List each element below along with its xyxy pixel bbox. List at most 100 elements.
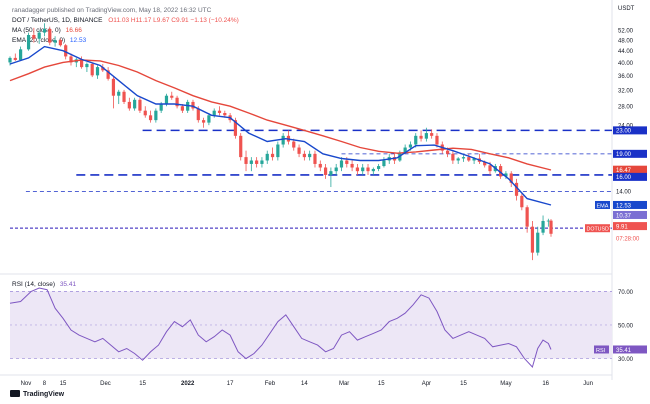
ema-legend[interactable]: EMA (20, close, 0) 12.53 (12, 37, 86, 44)
ema-label: EMA (20, close, 0) (12, 37, 66, 44)
candle-body (525, 207, 529, 227)
candle-body (414, 135, 418, 145)
candle-body (382, 160, 386, 167)
rsi-tick-label: 50.00 (618, 323, 634, 329)
candle-body (541, 220, 545, 233)
time-tick-label: 15 (60, 381, 67, 387)
candle-body (281, 135, 285, 145)
candle-body (170, 95, 174, 98)
candle-body (276, 144, 280, 158)
price-tag-support-bg (613, 210, 647, 219)
candle-body (504, 173, 508, 177)
price-tick-label: 44.00 (618, 49, 634, 55)
candle-body (154, 110, 158, 121)
candle-body (483, 161, 487, 166)
candle-body (48, 29, 52, 43)
candle-body (456, 158, 460, 161)
price-tag-16: 16.00 (616, 175, 632, 181)
rsi-inline-tag: RSI (596, 348, 606, 354)
candle-body (361, 167, 365, 172)
tradingview-logo[interactable]: TradingView (10, 390, 64, 398)
candle-body (488, 165, 492, 172)
candle-body (122, 91, 126, 102)
symbol-line: DOT / TetherUS, 1D, BINANCE O11.03 H11.1… (12, 17, 239, 24)
ema-inline-tag-bg (595, 200, 610, 209)
rsi-line (9, 287, 552, 368)
rsi-legend-value: 35.41 (59, 281, 77, 288)
time-tick-label: 17 (227, 381, 234, 387)
candle-body (58, 40, 62, 46)
candle-body (355, 167, 360, 172)
currency-label: USDT (618, 6, 635, 12)
ma-50-line (9, 59, 552, 171)
candle-body (451, 153, 455, 161)
candle-body (42, 29, 47, 33)
candle-body (419, 135, 423, 139)
price-tag-14: 14.00 (616, 190, 632, 196)
price-tag-23: 23.00 (616, 129, 632, 135)
candle-body (207, 115, 211, 123)
candle-body (13, 57, 17, 60)
candle-body (32, 35, 36, 39)
candle-body (350, 163, 354, 168)
candle-body (127, 101, 131, 109)
price-tag-ema-bg (613, 200, 647, 209)
candle-body (308, 153, 312, 158)
price-tick-label: 48.00 (618, 39, 634, 45)
candle-body (19, 49, 23, 60)
candle-body (90, 63, 94, 76)
candle-body (467, 157, 471, 161)
candle-body (546, 220, 550, 222)
ema-inline-tag: EMA (597, 203, 609, 209)
symbol-inline-tag-bg (585, 224, 610, 233)
candle-body (148, 115, 153, 121)
price-tick-label: 40.00 (618, 61, 634, 67)
candle-body (164, 95, 169, 105)
ohlc-text: O11.03 H11.17 L9.67 C9.91 −1.13 (−10.24%… (108, 17, 239, 24)
time-tick-label: 14 (301, 381, 308, 387)
rsi-value-tag: 35.41 (616, 348, 632, 354)
price-tick-label: 52.00 (618, 29, 634, 35)
price-tag-23-bg (613, 126, 647, 135)
candle-body (239, 135, 243, 158)
candle-body (345, 160, 349, 164)
time-tick-label: 16 (542, 381, 549, 387)
candle-body (514, 182, 519, 196)
time-tick-label: Nov (21, 381, 32, 387)
ma-label: MA (50, close, 0) (12, 27, 61, 34)
candle-body (69, 56, 73, 63)
candle-body (37, 32, 41, 39)
candle-body (424, 133, 428, 139)
candle-body (292, 141, 296, 148)
rsi-tick-label: 30.00 (618, 357, 634, 363)
candle-body (445, 150, 450, 154)
candle-body (217, 110, 222, 113)
candle-body (244, 157, 248, 164)
candle-body (371, 168, 375, 172)
rsi-label: RSI (14, close) (12, 281, 55, 288)
candle-body (339, 160, 344, 168)
rsi-legend[interactable]: RSI (14, close) 35.41 (12, 281, 76, 288)
time-tick-label: 2022 (181, 381, 195, 387)
candle-body (175, 97, 179, 107)
candle-body (117, 91, 121, 96)
price-tick-label: 32.00 (618, 88, 634, 94)
ma-value: 16.66 (65, 27, 82, 34)
candle-body (223, 112, 227, 116)
time-tick-label: Apr (422, 381, 431, 387)
time-tick-label: 8 (43, 381, 47, 387)
price-tag-16-bg (613, 172, 647, 181)
price-tick-label: 36.00 (618, 74, 634, 80)
publisher-line: ranadagger published on TradingView.com,… (12, 7, 211, 14)
ma-legend[interactable]: MA (50, close, 0) 16.66 (12, 27, 82, 34)
price-tick-label: 28.00 (618, 105, 634, 111)
symbol-text: DOT / TetherUS, 1D, BINANCE (12, 17, 103, 24)
price-tag-ma-bg (613, 165, 647, 174)
tradingview-logo-text: TradingView (23, 391, 65, 398)
price-tag-support: 10.37 (616, 213, 632, 219)
time-tick-label: 15 (378, 381, 385, 387)
symbol-inline-tag: DOTUSDT (587, 227, 613, 233)
candle-body (95, 67, 100, 76)
candle-body (186, 101, 190, 111)
